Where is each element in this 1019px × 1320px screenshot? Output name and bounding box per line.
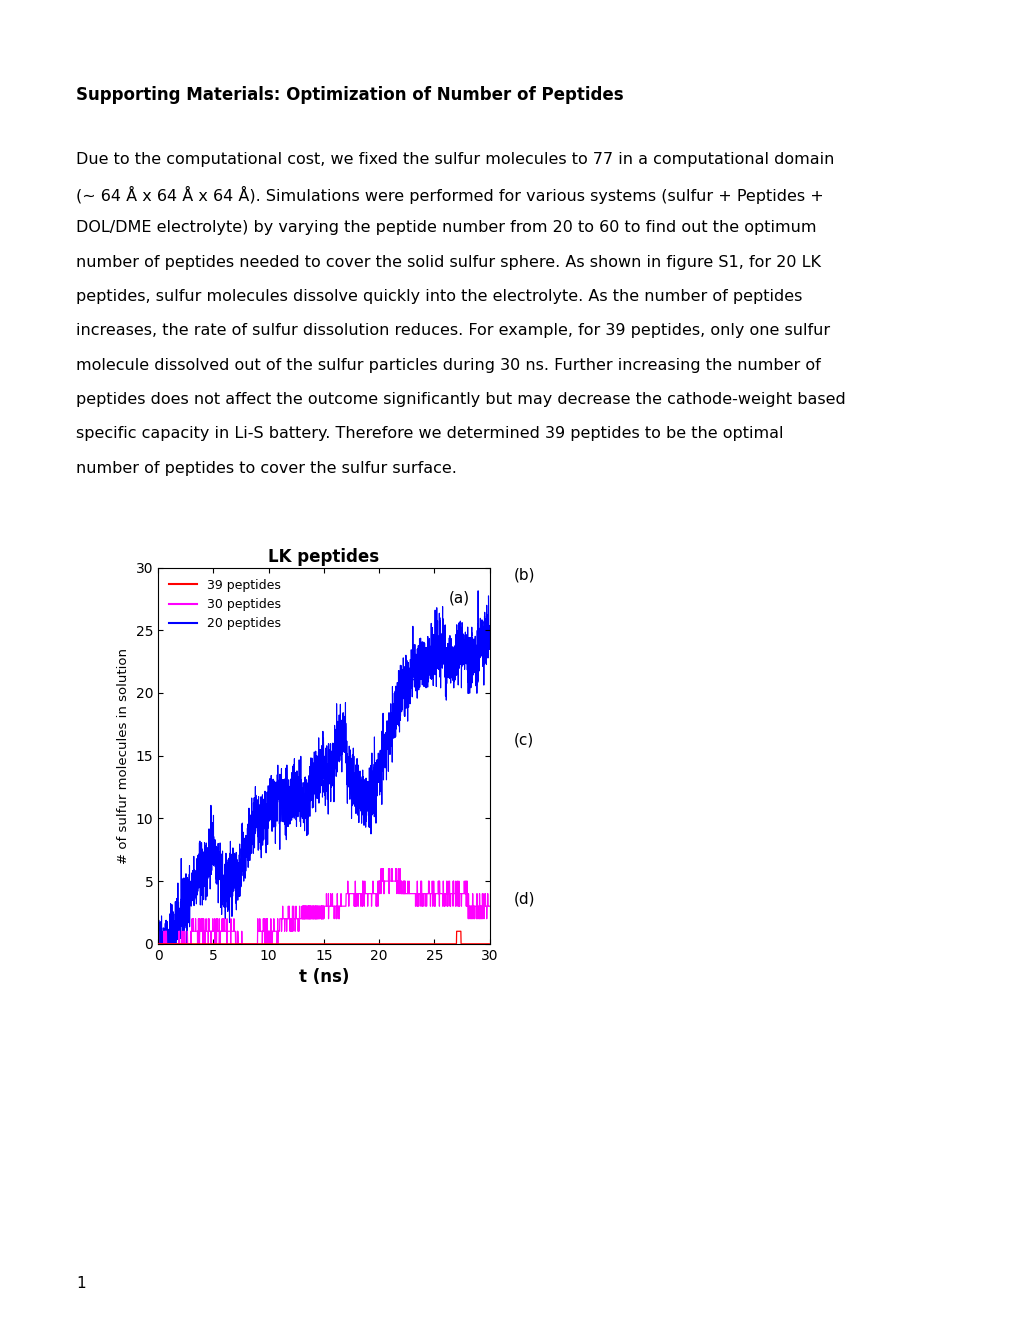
Text: number of peptides to cover the sulfur surface.: number of peptides to cover the sulfur s…	[76, 461, 457, 475]
Text: peptides does not affect the outcome significantly but may decrease the cathode-: peptides does not affect the outcome sig…	[76, 392, 846, 407]
39 peptides	[441, 936, 453, 952]
Text: molecule dissolved out of the sulfur particles during 30 ns. Further increasing : molecule dissolved out of the sulfur par…	[76, 358, 820, 372]
Text: DOL/DME electrolyte) by varying the peptide number from 20 to 60 to find out the: DOL/DME electrolyte) by varying the pept…	[76, 220, 816, 235]
Line: 30 peptides: 30 peptides	[158, 869, 489, 944]
30 peptides	[152, 936, 164, 952]
Line: 20 peptides: 20 peptides	[158, 591, 489, 944]
Text: increases, the rate of sulfur dissolution reduces. For example, for 39 peptides,: increases, the rate of sulfur dissolutio…	[76, 323, 829, 338]
Text: 1: 1	[76, 1276, 86, 1291]
20 peptides	[441, 651, 453, 667]
Text: (d): (d)	[514, 891, 535, 906]
Text: specific capacity in Li-S battery. Therefore we determined 39 peptides to be the: specific capacity in Li-S battery. There…	[76, 426, 784, 441]
Y-axis label: # of sulfur molecules in solution: # of sulfur molecules in solution	[117, 648, 130, 863]
39 peptides	[209, 936, 221, 952]
20 peptides	[152, 928, 164, 944]
20 peptides	[293, 789, 306, 805]
30 peptides	[209, 924, 221, 940]
39 peptides	[279, 936, 291, 952]
39 peptides	[293, 936, 306, 952]
20 peptides	[483, 624, 495, 640]
30 peptides	[441, 886, 453, 902]
Text: number of peptides needed to cover the solid sulfur sphere. As shown in figure S: number of peptides needed to cover the s…	[76, 255, 820, 269]
Text: (∼ 64 Å x 64 Å x 64 Å). Simulations were performed for various systems (sulfur +: (∼ 64 Å x 64 Å x 64 Å). Simulations were…	[76, 186, 823, 205]
39 peptides	[483, 936, 495, 952]
Title: LK peptides: LK peptides	[268, 548, 379, 566]
20 peptides	[152, 936, 164, 952]
39 peptides	[450, 924, 463, 940]
20 peptides	[477, 623, 489, 639]
Text: (a): (a)	[448, 590, 469, 605]
Text: (b): (b)	[514, 568, 535, 582]
39 peptides	[477, 936, 489, 952]
20 peptides	[472, 583, 484, 599]
39 peptides	[152, 936, 164, 952]
30 peptides	[293, 898, 306, 913]
Text: peptides, sulfur molecules dissolve quickly into the electrolyte. As the number : peptides, sulfur molecules dissolve quic…	[76, 289, 802, 304]
Legend: 39 peptides, 30 peptides, 20 peptides: 39 peptides, 30 peptides, 20 peptides	[164, 574, 285, 635]
Text: (c): (c)	[514, 733, 534, 747]
30 peptides	[483, 898, 495, 913]
30 peptides	[279, 911, 291, 927]
Line: 39 peptides: 39 peptides	[158, 932, 489, 944]
39 peptides	[190, 936, 202, 952]
30 peptides	[477, 898, 489, 913]
30 peptides	[190, 924, 202, 940]
Text: Supporting Materials: Optimization of Number of Peptides: Supporting Materials: Optimization of Nu…	[76, 86, 624, 104]
30 peptides	[375, 861, 387, 876]
Text: Due to the computational cost, we fixed the sulfur molecules to 77 in a computat: Due to the computational cost, we fixed …	[76, 152, 835, 166]
X-axis label: t (ns): t (ns)	[299, 968, 348, 986]
20 peptides	[209, 838, 221, 854]
20 peptides	[190, 883, 202, 899]
20 peptides	[279, 828, 291, 843]
